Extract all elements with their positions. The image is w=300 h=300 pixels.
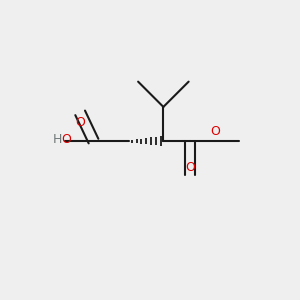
Text: O: O (75, 116, 85, 129)
Text: O: O (61, 133, 71, 146)
Text: O: O (185, 161, 195, 174)
Text: O: O (211, 124, 220, 137)
Text: H: H (52, 133, 62, 146)
